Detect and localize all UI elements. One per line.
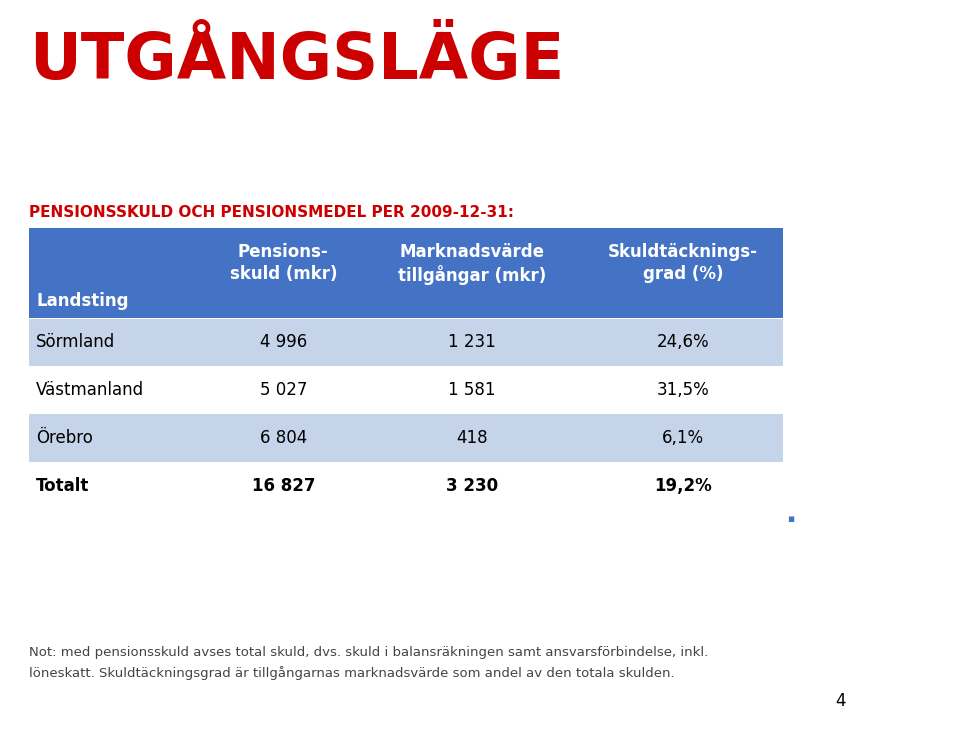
Bar [29,366,783,414]
Bar [29,228,783,318]
Bar [29,318,783,319]
Text: Not: med pensionsskuld avses total skuld, dvs. skuld i balansräkningen samt ansv: Not: med pensionsskuld avses total skuld… [29,646,708,680]
Text: ◾: ◾ [787,514,794,524]
Text: 418: 418 [456,429,488,447]
Text: 31,5%: 31,5% [657,381,709,399]
Bar [29,462,783,510]
Text: tillgångar (mkr): tillgångar (mkr) [397,265,546,285]
Text: Sörmland: Sörmland [36,333,115,351]
Text: 5 027: 5 027 [259,381,307,399]
Text: 4: 4 [835,692,846,710]
Text: 16 827: 16 827 [252,477,315,495]
Text: grad (%): grad (%) [643,265,724,283]
Text: 24,6%: 24,6% [657,333,709,351]
Bar [29,318,783,366]
Text: 6 804: 6 804 [259,429,307,447]
Bar [29,414,783,462]
Text: 1 581: 1 581 [448,381,495,399]
Text: PENSIONSSKULD OCH PENSIONSMEDEL PER 2009-12-31:: PENSIONSSKULD OCH PENSIONSMEDEL PER 2009… [29,205,514,220]
Text: Marknadsvärde: Marknadsvärde [399,243,544,261]
Text: 4 996: 4 996 [259,333,307,351]
Text: 1 231: 1 231 [448,333,495,351]
Text: 3 230: 3 230 [445,477,498,495]
Text: 19,2%: 19,2% [655,477,712,495]
Text: Landsting: Landsting [36,292,129,310]
Text: skuld (mkr): skuld (mkr) [229,265,337,283]
Text: Skuldtäcknings-: Skuldtäcknings- [608,243,758,261]
Text: Totalt: Totalt [36,477,89,495]
Text: UTGÅNGSLÄGE: UTGÅNGSLÄGE [29,30,564,92]
Text: Västmanland: Västmanland [36,381,144,399]
Text: Pensions-: Pensions- [238,243,328,261]
Text: 6,1%: 6,1% [662,429,705,447]
Text: Örebro: Örebro [36,429,93,447]
